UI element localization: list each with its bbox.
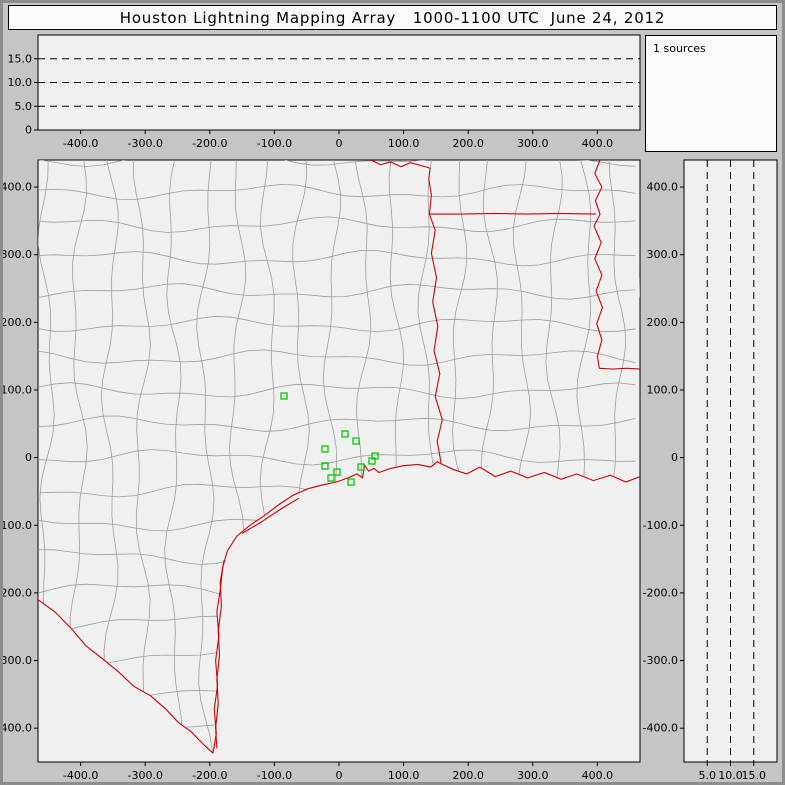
tick-label: -400.0 bbox=[0, 722, 32, 735]
tick-label: 300.0 bbox=[517, 137, 549, 150]
tick-label: 100.0 bbox=[388, 769, 420, 782]
lma-station-marker bbox=[333, 468, 341, 476]
tick-label: 400.0 bbox=[647, 181, 679, 194]
tick-label: -400.0 bbox=[63, 137, 98, 150]
tick-label: 0 bbox=[671, 451, 678, 464]
page-title: Houston Lightning Mapping Array 1000-110… bbox=[119, 8, 666, 27]
tick-label: 200.0 bbox=[1, 316, 33, 329]
tick-label: 100.0 bbox=[388, 137, 420, 150]
tick-label: -400.0 bbox=[63, 769, 98, 782]
border-padre_island bbox=[215, 560, 225, 749]
tick-label: -300.0 bbox=[127, 137, 162, 150]
tick-label: 400.0 bbox=[582, 769, 614, 782]
tick-label: -300.0 bbox=[643, 654, 678, 667]
lma-station-marker bbox=[327, 474, 335, 482]
tick-label: -300.0 bbox=[0, 654, 32, 667]
lma-station-marker bbox=[341, 430, 349, 438]
tick-label: 10.0 bbox=[8, 76, 33, 89]
tick-label: 15.0 bbox=[742, 769, 767, 782]
tick-label: -200.0 bbox=[192, 137, 227, 150]
tick-label: 5.0 bbox=[699, 769, 717, 782]
sources-panel: 1 sources bbox=[645, 35, 777, 152]
tick-label: -100.0 bbox=[643, 519, 678, 532]
tick-label: -400.0 bbox=[643, 722, 678, 735]
title-bar: Houston Lightning Mapping Array 1000-110… bbox=[8, 5, 777, 30]
tick-label: -200.0 bbox=[192, 769, 227, 782]
tick-label: 300.0 bbox=[647, 248, 679, 261]
tick-label: -200.0 bbox=[0, 586, 32, 599]
tick-label: 300.0 bbox=[1, 248, 33, 261]
tick-label: 200.0 bbox=[452, 769, 484, 782]
border-tx_ar_border bbox=[428, 168, 432, 215]
border-rio_grande bbox=[38, 599, 214, 754]
tick-label: -100.0 bbox=[257, 769, 292, 782]
lma-station-marker bbox=[321, 462, 329, 470]
tick-label: 10.0 bbox=[718, 769, 743, 782]
border-tx_la_border bbox=[428, 213, 443, 464]
lma-station-marker bbox=[280, 392, 288, 400]
lma-station-marker bbox=[352, 437, 360, 445]
tick-label: 0 bbox=[336, 769, 343, 782]
tick-label: 200.0 bbox=[452, 137, 484, 150]
tick-label: 100.0 bbox=[1, 383, 33, 396]
tick-label: 300.0 bbox=[517, 769, 549, 782]
tick-label: 200.0 bbox=[647, 316, 679, 329]
lma-station-marker bbox=[321, 445, 329, 453]
tick-label: 15.0 bbox=[8, 52, 33, 65]
tick-label: 0 bbox=[336, 137, 343, 150]
tick-label: -100.0 bbox=[257, 137, 292, 150]
tick-label: 5.0 bbox=[15, 100, 33, 113]
tick-label: 400.0 bbox=[582, 137, 614, 150]
tick-label: -200.0 bbox=[643, 586, 678, 599]
tick-label: 0 bbox=[25, 451, 32, 464]
border-red_river bbox=[368, 160, 431, 169]
lma-station-marker bbox=[357, 463, 365, 471]
border-ar_la_border bbox=[429, 212, 597, 215]
border-ms_river bbox=[593, 160, 604, 369]
lma-station-marker bbox=[347, 478, 355, 486]
tick-label: 0 bbox=[25, 124, 32, 137]
lma-station-marker bbox=[371, 452, 379, 460]
tick-label: -300.0 bbox=[127, 769, 162, 782]
sources-count-label: 1 sources bbox=[653, 42, 706, 55]
border-matagorda_island bbox=[241, 497, 300, 534]
tick-label: -100.0 bbox=[0, 519, 32, 532]
tick-label: 400.0 bbox=[1, 181, 33, 194]
tick-label: 100.0 bbox=[647, 383, 679, 396]
border-la_ms_31n bbox=[599, 367, 640, 370]
